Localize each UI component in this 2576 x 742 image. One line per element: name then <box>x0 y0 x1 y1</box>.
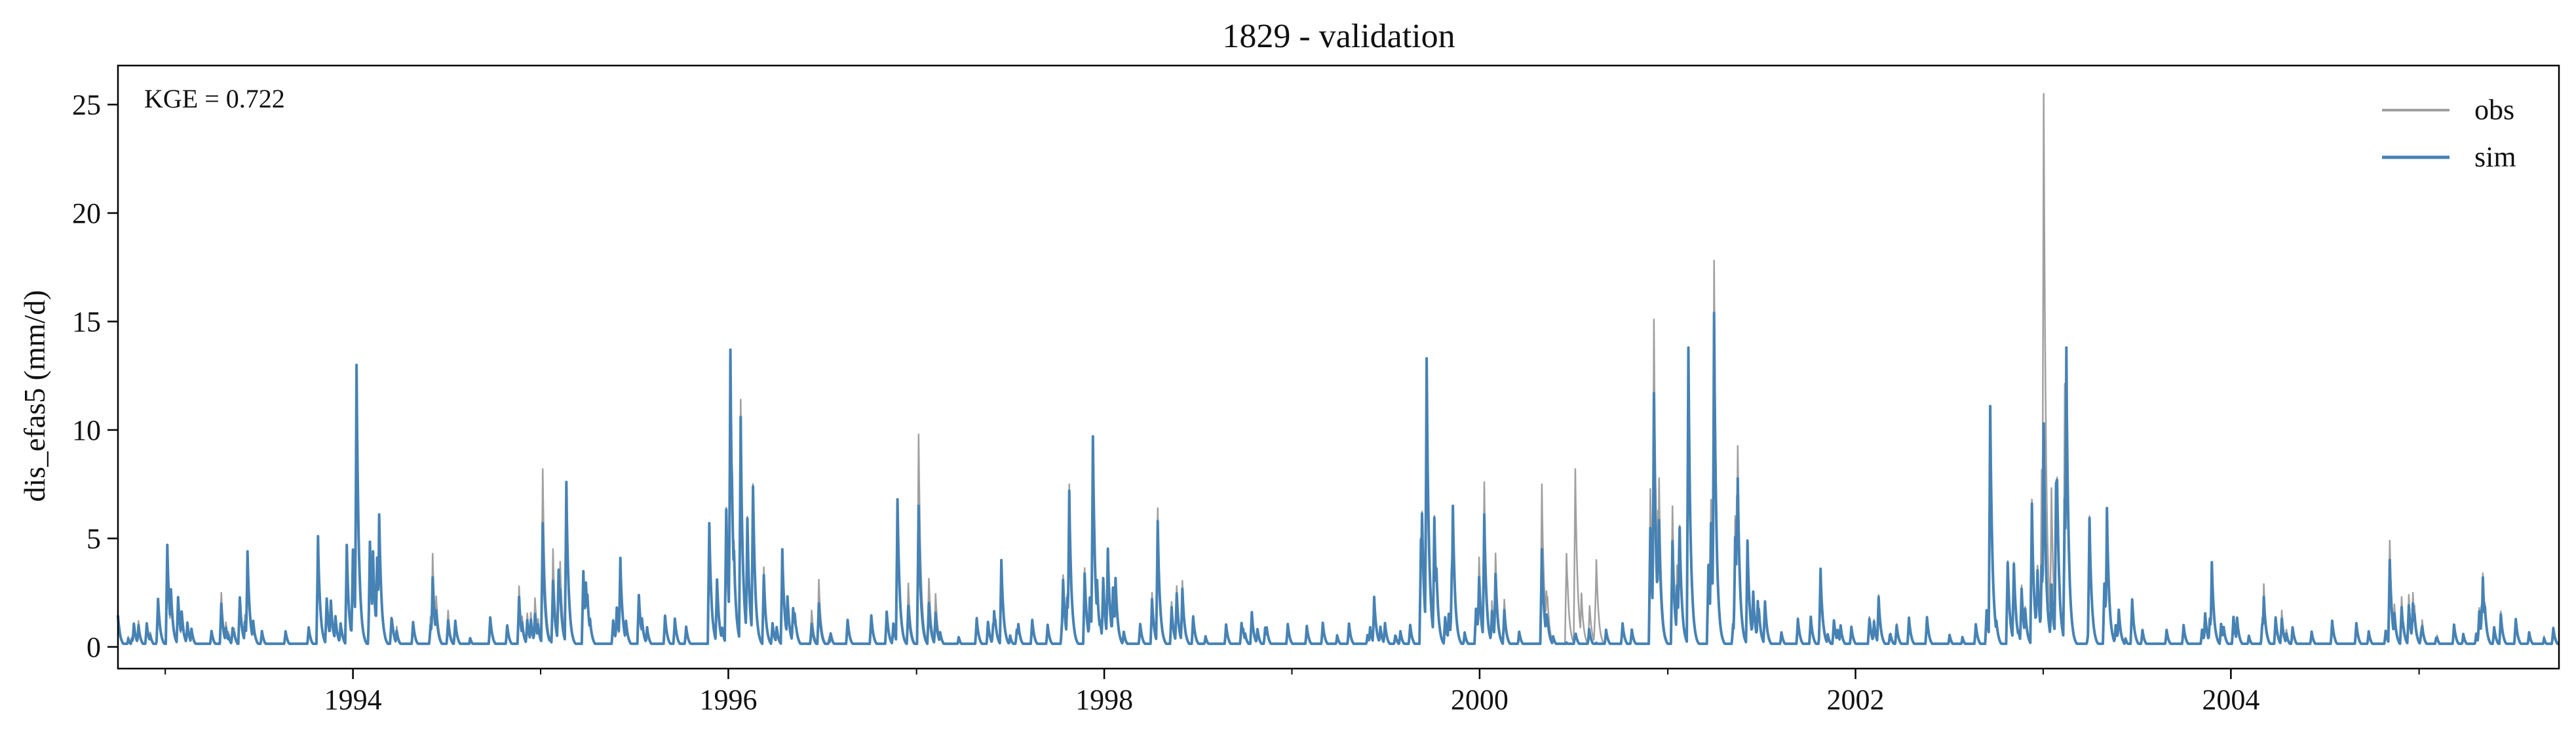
x-tick-label: 2002 <box>1827 684 1885 716</box>
y-tick-label: 20 <box>72 197 101 229</box>
y-tick-label: 5 <box>87 522 101 555</box>
x-tick-label: 2000 <box>1451 684 1509 716</box>
legend-sim-label: sim <box>2474 141 2516 173</box>
y-tick-label: 15 <box>72 306 101 338</box>
series-layer <box>117 92 2560 646</box>
legend-obs-label: obs <box>2474 94 2514 126</box>
x-tick-label: 1996 <box>699 684 757 716</box>
x-tick-label: 1998 <box>1075 684 1133 716</box>
plot-frame <box>117 64 2560 670</box>
legend: obs sim <box>2382 94 2516 173</box>
x-tick-label: 1994 <box>324 684 382 716</box>
tick-layer: 1994 1996 1998 2000 2002 2004 0 5 10 15 20 25 <box>72 89 2420 716</box>
chart-title: 1829 - validation <box>1222 18 1455 55</box>
plot-area: 1994 1996 1998 2000 2002 2004 0 5 10 15 20 25 <box>72 89 2560 716</box>
kge-annotation: KGE = 0.722 <box>144 84 285 113</box>
series-sim-line <box>117 311 2560 646</box>
y-tick-label: 0 <box>87 631 101 663</box>
x-tick-label: 2004 <box>2202 684 2259 716</box>
y-axis-label: dis_efas5 (mm/d) <box>18 290 51 501</box>
y-tick-label: 10 <box>72 414 101 446</box>
y-tick-label: 25 <box>72 89 101 121</box>
